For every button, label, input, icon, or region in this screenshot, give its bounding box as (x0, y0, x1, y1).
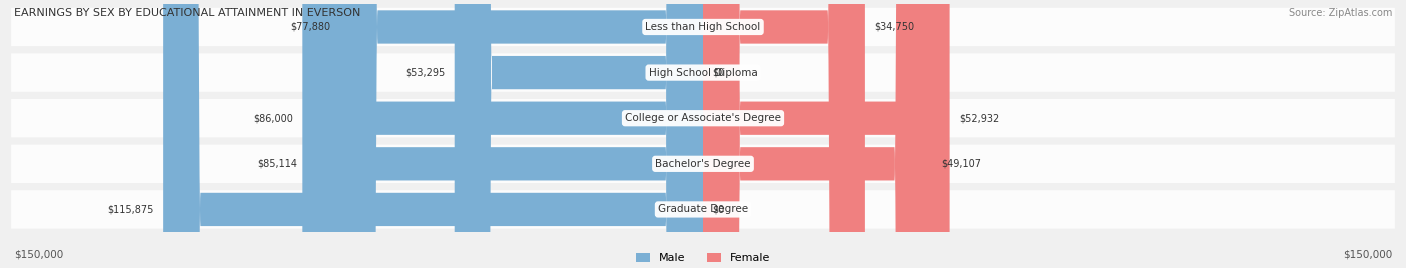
FancyBboxPatch shape (302, 0, 703, 268)
FancyBboxPatch shape (703, 0, 865, 268)
FancyBboxPatch shape (703, 0, 949, 268)
Text: $34,750: $34,750 (875, 22, 914, 32)
Text: EARNINGS BY SEX BY EDUCATIONAL ATTAINMENT IN EVERSON: EARNINGS BY SEX BY EDUCATIONAL ATTAINMEN… (14, 8, 360, 18)
FancyBboxPatch shape (454, 0, 703, 268)
Text: $77,880: $77,880 (291, 22, 330, 32)
Text: $0: $0 (713, 204, 724, 214)
FancyBboxPatch shape (703, 0, 932, 268)
FancyBboxPatch shape (11, 8, 1395, 46)
Text: $49,107: $49,107 (941, 159, 981, 169)
Text: $52,932: $52,932 (959, 113, 1000, 123)
FancyBboxPatch shape (307, 0, 703, 268)
Text: Less than High School: Less than High School (645, 22, 761, 32)
Text: High School Diploma: High School Diploma (648, 68, 758, 78)
Text: College or Associate's Degree: College or Associate's Degree (626, 113, 780, 123)
Text: $150,000: $150,000 (1343, 250, 1392, 260)
Text: Source: ZipAtlas.com: Source: ZipAtlas.com (1288, 8, 1392, 18)
Text: $85,114: $85,114 (257, 159, 297, 169)
FancyBboxPatch shape (11, 99, 1395, 137)
FancyBboxPatch shape (11, 53, 1395, 92)
Text: $0: $0 (713, 68, 724, 78)
FancyBboxPatch shape (11, 145, 1395, 183)
FancyBboxPatch shape (340, 0, 703, 268)
Text: $115,875: $115,875 (107, 204, 153, 214)
Legend: Male, Female: Male, Female (631, 248, 775, 268)
FancyBboxPatch shape (163, 0, 703, 268)
Text: Graduate Degree: Graduate Degree (658, 204, 748, 214)
Text: $53,295: $53,295 (405, 68, 446, 78)
Text: Bachelor's Degree: Bachelor's Degree (655, 159, 751, 169)
Text: $150,000: $150,000 (14, 250, 63, 260)
Text: $86,000: $86,000 (253, 113, 292, 123)
FancyBboxPatch shape (11, 190, 1395, 229)
